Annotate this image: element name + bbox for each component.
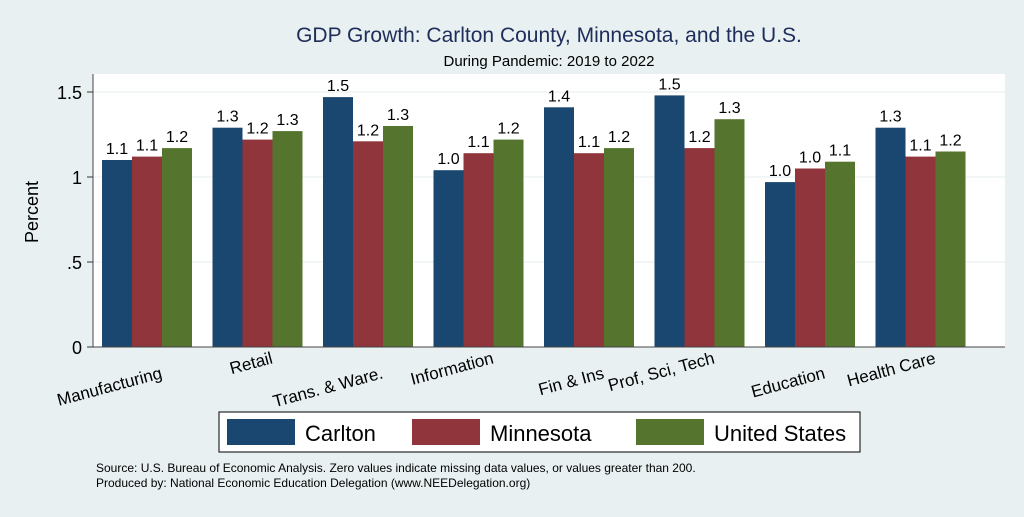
bar-value-label: 1.2: [608, 129, 630, 146]
y-tick-label: 0: [72, 338, 82, 358]
x-tick-label: Education: [749, 364, 827, 402]
legend: Carlton Minnesota United States: [218, 411, 861, 453]
bar-value-label: 1.2: [497, 121, 519, 138]
x-tick-label: Prof, Sci, Tech: [606, 349, 716, 396]
bar-united-states: [714, 119, 745, 347]
bar-value-label: 1.3: [276, 112, 298, 129]
x-tick-label: Health Care: [845, 349, 938, 391]
bar-carlton: [765, 182, 795, 347]
bar-minnesota: [242, 139, 273, 347]
y-tick-label: 1: [72, 168, 82, 188]
bar-united-states: [162, 148, 192, 347]
y-axis-label: Percent: [22, 181, 42, 243]
bar-carlton: [433, 170, 464, 347]
bar-value-label: 1.4: [548, 88, 570, 105]
bar-minnesota: [353, 141, 383, 347]
bar-united-states: [935, 151, 966, 347]
legend-label: Carlton: [305, 421, 376, 446]
bar-minnesota: [132, 156, 162, 347]
bar-carlton: [102, 160, 132, 347]
legend-label: Minnesota: [490, 421, 592, 446]
bar-minnesota: [795, 168, 825, 347]
bar-value-label: 1.1: [829, 143, 851, 160]
legend-swatch: [227, 419, 295, 445]
bar-value-label: 1.0: [437, 151, 459, 168]
bar-carlton: [544, 107, 574, 347]
bar-united-states: [493, 139, 524, 347]
bar-value-label: 1.0: [769, 163, 791, 180]
bar-minnesota: [574, 153, 604, 347]
bar-minnesota: [463, 153, 494, 347]
bar-value-label: 1.5: [658, 76, 680, 93]
bar-value-label: 1.2: [357, 122, 379, 139]
bar-value-label: 1.1: [136, 138, 158, 155]
bar-carlton: [212, 127, 243, 347]
legend-swatch: [636, 419, 704, 445]
x-tick-label: Trans. & Ware.: [271, 364, 385, 412]
bar-carlton: [875, 127, 906, 347]
bar-value-label: 1.2: [939, 133, 961, 150]
source-note: Source: U.S. Bureau of Economic Analysis…: [96, 461, 696, 475]
bar-minnesota: [905, 156, 936, 347]
bar-value-label: 1.1: [467, 134, 489, 151]
y-tick-label: 1.5: [57, 83, 82, 103]
bar-minnesota: [684, 148, 715, 347]
bar-value-label: 1.2: [166, 129, 188, 146]
bar-united-states: [383, 126, 413, 347]
bar-value-label: 1.1: [106, 141, 128, 158]
x-tick-label: Manufacturing: [55, 364, 164, 410]
legend-swatch: [412, 419, 480, 445]
bar-united-states: [825, 161, 855, 347]
x-tick-label: Information: [408, 349, 495, 389]
bar-united-states: [604, 148, 634, 347]
bar-value-label: 1.2: [688, 129, 710, 146]
chart-subtitle: During Pandemic: 2019 to 2022: [444, 53, 655, 70]
bar-value-label: 1.1: [909, 138, 931, 155]
bar-value-label: 1.0: [799, 150, 821, 167]
bar-carlton: [323, 97, 353, 347]
bar-value-label: 1.1: [578, 134, 600, 151]
x-tick-label: Fin & Ins: [536, 364, 606, 400]
bar-value-label: 1.3: [879, 109, 901, 126]
producer-note: Produced by: National Economic Education…: [96, 476, 530, 490]
bar-value-label: 1.3: [387, 107, 409, 124]
bar-united-states: [272, 131, 303, 347]
x-tick-label: Retail: [228, 349, 275, 379]
legend-label: United States: [714, 421, 846, 446]
bar-value-label: 1.3: [216, 109, 238, 126]
bar-carlton: [654, 95, 685, 348]
bar-value-label: 1.5: [327, 78, 349, 95]
y-tick-label: .5: [67, 253, 82, 273]
bar-value-label: 1.3: [718, 100, 740, 117]
bar-value-label: 1.2: [246, 121, 268, 138]
chart-title: GDP Growth: Carlton County, Minnesota, a…: [296, 24, 802, 47]
